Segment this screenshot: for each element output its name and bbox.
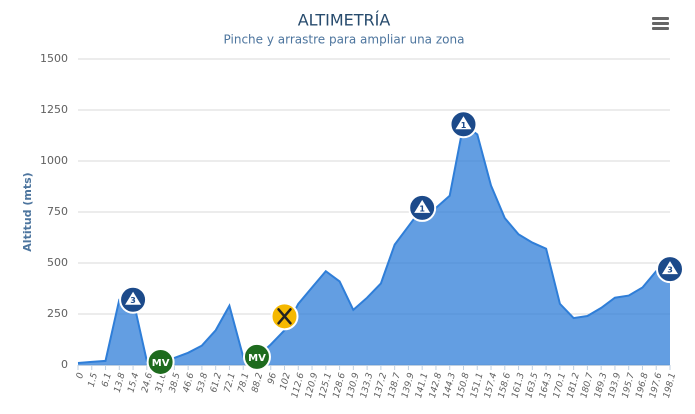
x-tick-label: 53.8 [195,372,210,394]
marker-mountain [125,291,142,305]
marker-mv: MV [242,342,271,371]
x-tick-label: 78.1 [237,372,252,394]
x-tick-label: 102 [279,372,293,391]
marker-mountain [662,261,678,275]
x-tick-label: 6.1 [100,372,113,388]
y-tick-label: 500 [47,256,68,269]
marker-summit: 3 [656,255,684,284]
area-line [77,122,671,364]
menu-button[interactable] [652,17,669,30]
y-tick-label: 0 [61,358,68,371]
marker-label: 3 [667,266,673,275]
x-tick-label: 38.5 [168,372,183,394]
area-fill [78,124,670,365]
marker-mv: MV [146,347,175,376]
menu-bar[interactable] [652,17,669,20]
marker-mountain [414,199,431,213]
marker-circle [146,347,175,376]
marker-summit: 1 [408,193,437,222]
x-tick-label: 13.8 [113,372,128,394]
chart-subtitle: Pinche y arrastre para ampliar una zona [224,33,465,47]
x-tick-label: 61.2 [209,372,224,394]
marker-label: 3 [130,296,136,305]
y-tick-label: 1500 [40,52,68,65]
marker-label: 1 [419,204,425,213]
marker-summit: 3 [119,285,148,314]
marker-mountain [455,116,472,130]
x-tick-label: 88.2 [250,372,265,394]
marker-food [270,302,299,331]
x-tick-label: 72.1 [223,372,238,394]
marker-label: MV [152,358,170,369]
y-tick-label: 250 [47,307,68,320]
x-tick-label: 1.5 [87,372,100,389]
x-tick-label: 15.4 [127,372,142,394]
marker-label: MV [248,353,266,364]
x-tick-label: 46.6 [182,372,197,394]
x-tick-label: 198.1 [662,372,678,399]
x-tick-label: 24.6 [140,372,155,394]
y-axis-title: Altitud (mts) [21,172,34,251]
chart-title: ALTIMETRÍA [298,11,391,30]
y-tick-label: 1000 [40,154,68,167]
marker-summit: 1 [449,110,478,139]
menu-bar[interactable] [652,22,669,25]
y-tick-label: 750 [47,205,68,218]
marker-label: 1 [461,121,467,130]
x-tick-label: 96 [266,372,279,386]
x-tick-label: 0 [75,372,86,380]
marker-cutlery [277,308,292,325]
y-tick-label: 1250 [40,103,68,116]
menu-bar[interactable] [652,27,669,30]
marker-circle [242,342,271,371]
